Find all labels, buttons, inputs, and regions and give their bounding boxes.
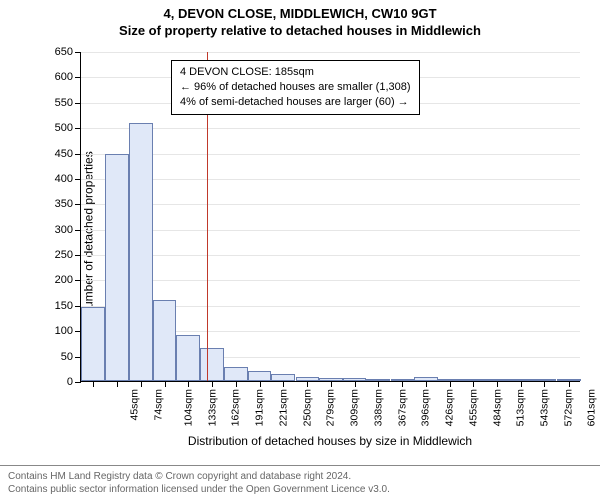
x-tick [307,381,308,387]
y-tick [75,52,81,53]
x-tick-label: 74sqm [152,389,164,421]
x-tick-label: 338sqm [372,389,384,426]
gridline [81,230,580,231]
x-tick [212,381,213,387]
x-axis-label: Distribution of detached houses by size … [80,434,580,448]
footer: Contains HM Land Registry data © Crown c… [0,465,600,500]
gridline [81,128,580,129]
x-tick-label: 221sqm [277,389,289,426]
x-tick-label: 133sqm [206,389,218,426]
x-tick-label: 45sqm [129,389,141,421]
y-tick [75,154,81,155]
x-tick [450,381,451,387]
x-tick [93,381,94,387]
x-tick [141,381,142,387]
x-tick [473,381,474,387]
y-tick [75,77,81,78]
chart-area: Number of detached properties 0501001502… [48,44,582,424]
histogram-bar [176,335,200,381]
y-tick-label: 0 [67,376,73,388]
y-tick-label: 50 [61,351,73,363]
histogram-bar [248,371,272,381]
y-tick-label: 400 [55,173,73,185]
page-title: 4, DEVON CLOSE, MIDDLEWICH, CW10 9GT [0,6,600,21]
x-tick [355,381,356,387]
x-tick-label: 162sqm [230,389,242,426]
histogram-bar [271,374,295,381]
y-tick [75,128,81,129]
x-tick [188,381,189,387]
x-tick-label: 601sqm [586,389,598,426]
x-tick [165,381,166,387]
x-tick-label: 367sqm [396,389,408,426]
x-tick [378,381,379,387]
x-tick-label: 250sqm [301,389,313,426]
x-tick-label: 572sqm [562,389,574,426]
footer-line: Contains HM Land Registry data © Crown c… [8,470,592,483]
x-tick-label: 309sqm [349,389,361,426]
legend-line: ← 96% of detached houses are smaller (1,… [180,80,411,95]
y-tick [75,204,81,205]
y-tick-label: 300 [55,224,73,236]
histogram-bar [224,367,248,381]
histogram-bar [200,348,224,381]
x-tick [426,381,427,387]
x-tick [260,381,261,387]
gridline [81,179,580,180]
plot-area: 0501001502002503003504004505005506006504… [80,52,580,382]
x-tick [283,381,284,387]
y-tick [75,103,81,104]
y-tick [75,331,81,332]
x-tick-label: 191sqm [253,389,265,426]
y-tick [75,357,81,358]
legend-line: 4 DEVON CLOSE: 185sqm [180,65,411,80]
y-tick [75,382,81,383]
x-tick-label: 104sqm [182,389,194,426]
x-tick [402,381,403,387]
y-tick [75,230,81,231]
y-tick-label: 350 [55,198,73,210]
x-tick [236,381,237,387]
x-tick-label: 513sqm [514,389,526,426]
gridline [81,204,580,205]
histogram-bar [105,154,129,381]
x-tick-label: 455sqm [467,389,479,426]
y-tick-label: 600 [55,71,73,83]
y-tick-label: 450 [55,148,73,160]
histogram-bar [129,123,153,381]
y-tick [75,179,81,180]
x-tick [497,381,498,387]
gridline [81,255,580,256]
y-tick [75,306,81,307]
x-tick [331,381,332,387]
x-tick-label: 426sqm [444,389,456,426]
y-tick-label: 100 [55,325,73,337]
histogram-bar [81,307,105,381]
y-tick-label: 500 [55,122,73,134]
gridline [81,154,580,155]
y-tick-label: 650 [55,46,73,58]
gridline [81,280,580,281]
x-tick-label: 543sqm [539,389,551,426]
footer-line: Contains public sector information licen… [8,483,592,496]
x-tick [569,381,570,387]
x-tick [544,381,545,387]
y-tick-label: 200 [55,274,73,286]
legend-box: 4 DEVON CLOSE: 185sqm← 96% of detached h… [171,60,420,115]
gridline [81,52,580,53]
x-tick-label: 279sqm [324,389,336,426]
legend-line: 4% of semi-detached houses are larger (6… [180,95,411,110]
x-tick [117,381,118,387]
y-tick-label: 250 [55,249,73,261]
x-tick [521,381,522,387]
x-tick-label: 484sqm [491,389,503,426]
page-subtitle: Size of property relative to detached ho… [0,23,600,38]
histogram-bar [153,300,177,381]
y-tick [75,280,81,281]
y-tick-label: 550 [55,97,73,109]
y-tick [75,255,81,256]
y-tick-label: 150 [55,300,73,312]
x-tick-label: 396sqm [419,389,431,426]
